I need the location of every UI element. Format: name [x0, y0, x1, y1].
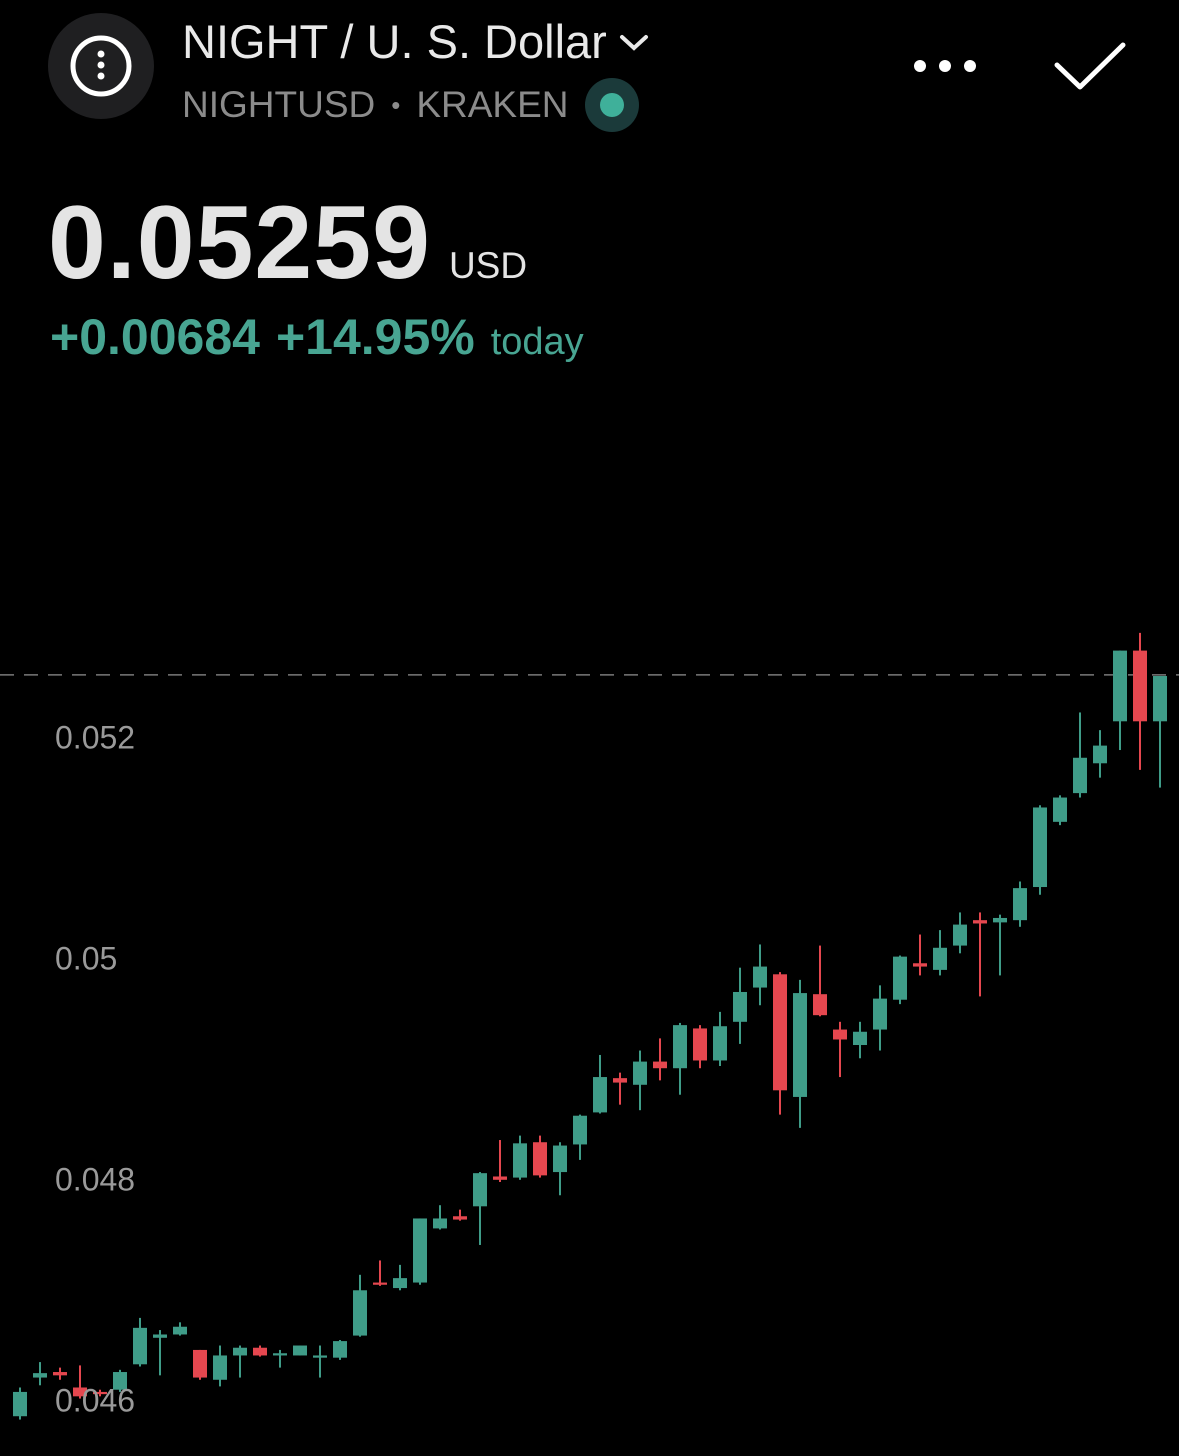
price: 0.05259	[48, 185, 431, 301]
candle-body	[313, 1355, 327, 1358]
y-tick-label: 0.048	[55, 1161, 135, 1197]
candle-body	[73, 1387, 87, 1397]
candle-body	[1073, 757, 1087, 794]
candle-body	[753, 966, 767, 988]
candle-body	[353, 1290, 367, 1336]
candle-body	[813, 994, 827, 1016]
candle-body	[1053, 797, 1067, 822]
title: NIGHT / U. S. Dollar	[182, 15, 607, 68]
change: +0.00684	[50, 309, 260, 365]
candle-body	[993, 917, 1007, 923]
period: today	[490, 321, 584, 363]
y-tick-label: 0.05	[55, 940, 117, 976]
candle-body	[893, 956, 907, 1000]
candle-body	[633, 1061, 647, 1085]
change-percent: +14.95%	[275, 309, 475, 365]
currency: USD	[448, 245, 528, 286]
y-tick-label: 0.052	[55, 720, 135, 756]
candle-body	[933, 947, 947, 970]
candle-body	[853, 1031, 867, 1046]
candle-body	[233, 1347, 247, 1356]
chevron	[619, 34, 648, 51]
change-block: +0.00684 +14.95% today	[50, 308, 584, 366]
candle-body	[513, 1143, 527, 1178]
candle-body	[613, 1078, 627, 1083]
candle-body	[213, 1355, 227, 1380]
candle-body	[413, 1218, 427, 1283]
candle-body	[1153, 676, 1167, 722]
candle-body	[333, 1341, 347, 1358]
candle-body	[1033, 807, 1047, 888]
candle-body	[53, 1372, 67, 1376]
candle-body	[453, 1216, 467, 1220]
symbol-selector[interactable]: NIGHT / U. S. Dollar	[182, 14, 649, 69]
candle-body	[1113, 650, 1127, 722]
y-tick-label: 0.046	[55, 1382, 135, 1418]
candle-body	[533, 1142, 547, 1176]
candle-body	[93, 1391, 107, 1395]
done-button[interactable]	[1052, 40, 1128, 92]
candle-body	[713, 1026, 727, 1061]
candle-body	[553, 1145, 567, 1173]
candle-body	[433, 1218, 447, 1229]
candle-body	[493, 1176, 507, 1180]
candle-body	[393, 1278, 407, 1289]
more-button[interactable]	[910, 54, 980, 78]
candle-body	[653, 1061, 667, 1069]
candle-body	[1133, 650, 1147, 722]
info-button[interactable]	[48, 13, 154, 119]
candle-body	[113, 1372, 127, 1390]
candle-body	[953, 924, 967, 946]
symbol: NIGHTUSD	[182, 84, 376, 125]
candle-body	[833, 1029, 847, 1040]
price-block: 0.05259 USD	[48, 184, 527, 303]
candle-body	[693, 1028, 707, 1061]
candle-body	[133, 1327, 147, 1365]
candle-body	[593, 1077, 607, 1113]
candle-body	[1013, 888, 1027, 921]
candle-body	[573, 1115, 587, 1145]
candle-body	[793, 993, 807, 1097]
candle-body	[473, 1173, 487, 1207]
candle-body	[173, 1326, 187, 1335]
candle-body	[913, 963, 927, 967]
candle-body	[873, 998, 887, 1030]
candle-body	[13, 1391, 27, 1417]
candle-body	[273, 1353, 287, 1356]
subtitle: NIGHTUSD • KRAKEN	[182, 78, 639, 132]
candle-body	[973, 920, 987, 924]
candle-body	[373, 1282, 387, 1285]
status-dot	[584, 78, 639, 132]
candle-body	[293, 1345, 307, 1356]
candle-body	[153, 1334, 167, 1338]
candle-body	[733, 991, 747, 1022]
candle-body	[33, 1373, 47, 1378]
candle-body	[1093, 745, 1107, 764]
separator: •	[391, 89, 401, 120]
candle-body	[673, 1025, 687, 1069]
candle-body	[193, 1349, 207, 1378]
candle-body	[253, 1347, 267, 1356]
exchange: KRAKEN	[416, 84, 569, 125]
candle-body	[773, 974, 787, 1091]
